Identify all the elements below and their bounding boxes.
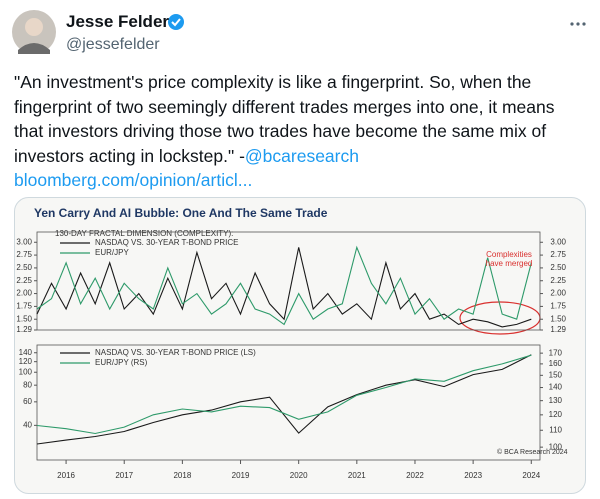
x-tick-label: 2024: [522, 471, 540, 480]
panel-frame: [36, 344, 541, 461]
x-tick-label: 2022: [406, 471, 424, 480]
y2-tick-label: 170: [549, 348, 563, 357]
avatar-body: [18, 43, 50, 54]
y2-tick-label: 2.75: [550, 250, 566, 259]
x-tick-label: 2023: [464, 471, 482, 480]
x-tick-label: 2016: [57, 471, 75, 480]
y2-tick-label: 130: [549, 396, 563, 405]
legend-label: NASDAQ VS. 30-YEAR T-BOND PRICE (LS): [95, 348, 256, 357]
author-name[interactable]: Jesse Felder: [66, 12, 170, 31]
y2-tick-label: 2.25: [550, 276, 566, 285]
y2-tick-label: 120: [549, 410, 563, 419]
y2-tick-label: 2.50: [550, 263, 566, 272]
y-tick-label: 80: [23, 380, 32, 389]
y2-tick-label: 140: [549, 383, 563, 392]
annotation: Complexities have merged: [485, 250, 533, 268]
legend-label: EUR/JPY (RS): [95, 358, 148, 367]
tweet-body: "An investment's price complexity is lik…: [14, 70, 574, 193]
y2-tick-label: 1.50: [550, 314, 566, 323]
y-tick-label: 140: [19, 348, 33, 357]
y-tick-label: 120: [19, 357, 33, 366]
y-tick-label: 60: [23, 397, 32, 406]
y-tick-label: 2.50: [16, 263, 32, 272]
tweet-text: "An investment's price complexity is lik…: [14, 72, 555, 166]
x-tick-label: 2019: [232, 471, 250, 480]
y-tick-label: 100: [19, 367, 33, 376]
x-tick-label: 2017: [115, 471, 133, 480]
y-tick-label: 2.00: [16, 289, 32, 298]
avatar-face: [25, 18, 43, 36]
y2-tick-label: 3.00: [550, 237, 566, 246]
y2-tick-label: 110: [549, 425, 562, 434]
y2-tick-label: 1.75: [550, 302, 566, 311]
series-line: [36, 247, 532, 328]
legend-title: 130-DAY FRACTAL DIMENSION (COMPLEXITY):: [55, 229, 233, 238]
series-line: [36, 354, 532, 435]
y2-tick-label: 160: [549, 359, 563, 368]
y-tick-label: 1.29: [16, 325, 32, 334]
y-tick-label: 2.25: [16, 276, 32, 285]
y2-tick-label: 2.00: [550, 289, 566, 298]
legend-label: EUR/JPY: [95, 248, 129, 257]
more-button[interactable]: [570, 22, 586, 26]
author-handle[interactable]: @jessefelder: [66, 36, 160, 53]
x-tick-label: 2020: [290, 471, 308, 480]
legend-label: NASDAQ VS. 30-YEAR T-BOND PRICE: [95, 238, 238, 247]
y2-tick-label: 100: [549, 442, 563, 451]
verified-badge: [168, 14, 184, 30]
y-tick-label: 1.75: [16, 302, 32, 311]
series-line: [36, 354, 532, 445]
x-tick-label: 2018: [173, 471, 191, 480]
x-tick-label: 2021: [348, 471, 366, 480]
series-line: [36, 245, 532, 326]
image-frame[interactable]: [14, 197, 586, 494]
y-tick-label: 3.00: [16, 237, 32, 246]
y-tick-label: 1.50: [16, 314, 32, 323]
y-tick-label: 2.75: [16, 250, 32, 259]
link[interactable]: bloomberg.com/opinion/articl...: [14, 170, 253, 190]
chart-title: Yen Carry And AI Bubble: One And The Sam…: [34, 206, 328, 220]
mention[interactable]: @bcaresearch: [244, 145, 359, 166]
y2-tick-label: 1.29: [550, 325, 566, 334]
copyright: © BCA Research 2024: [497, 448, 568, 456]
y2-tick-label: 150: [549, 370, 563, 379]
y-tick-label: 40: [23, 420, 32, 429]
